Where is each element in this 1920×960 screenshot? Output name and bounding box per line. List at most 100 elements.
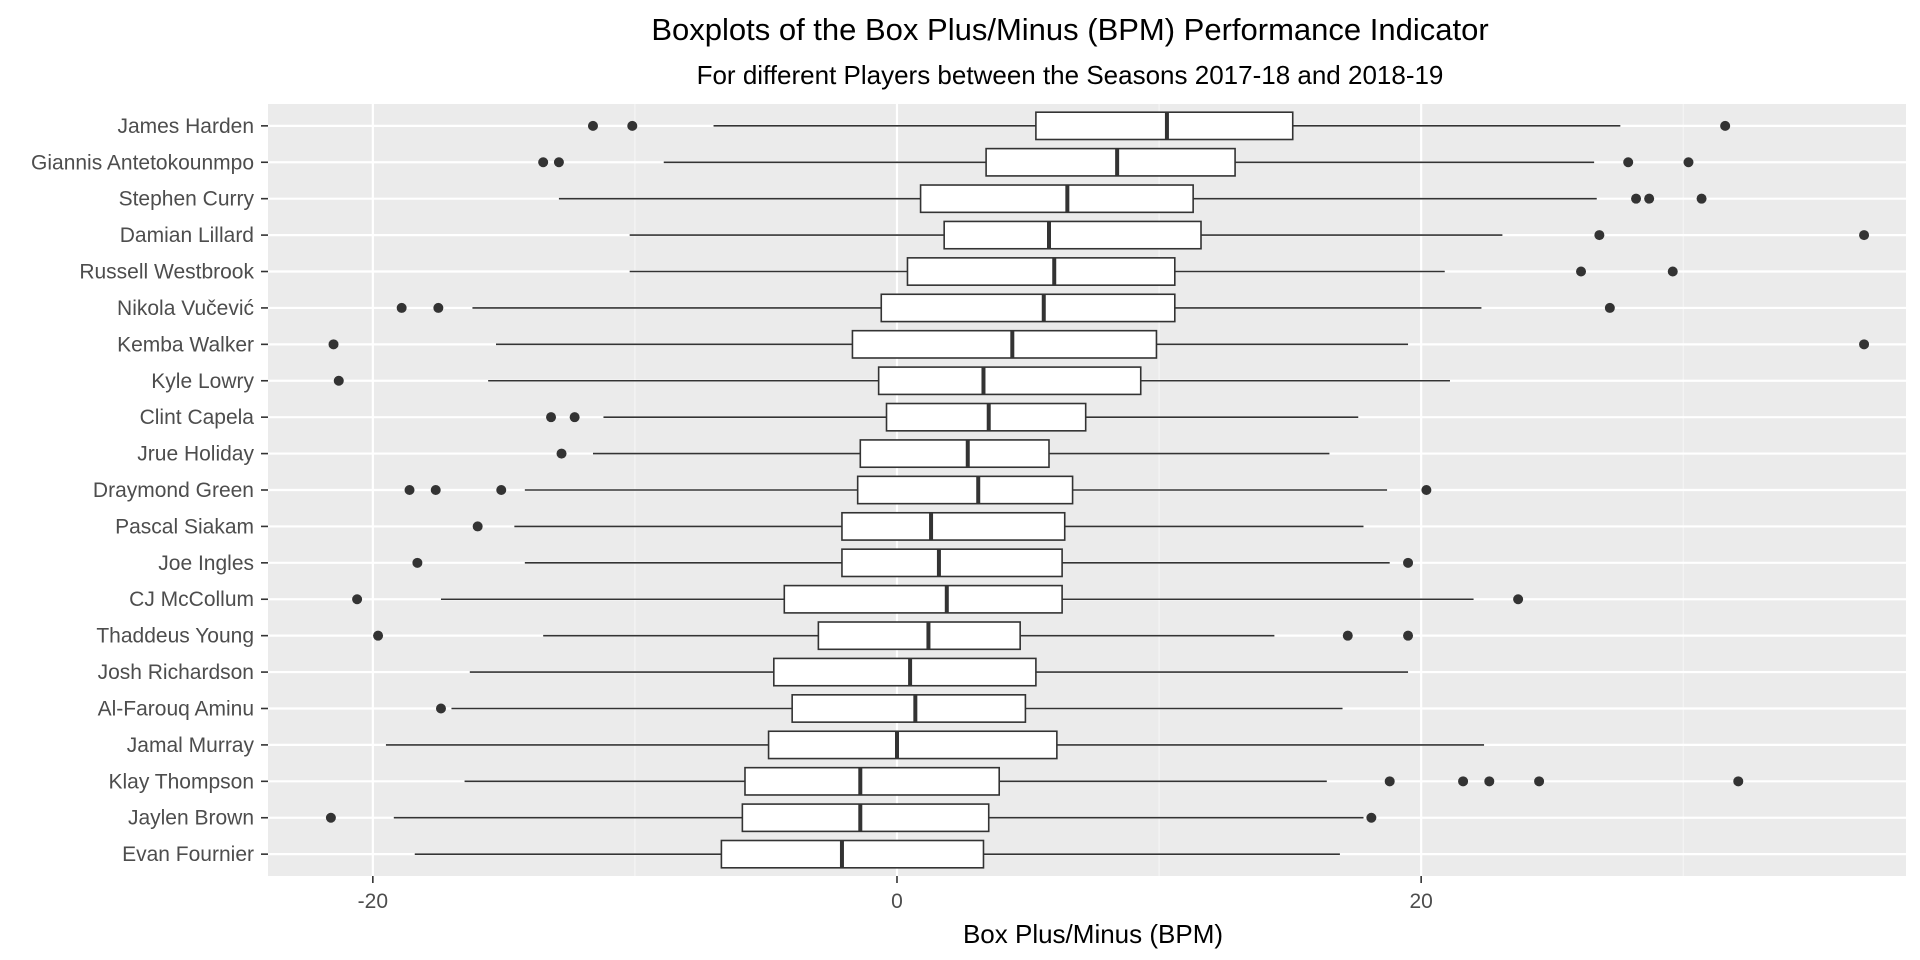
chart-subtitle: For different Players between the Season…	[697, 60, 1444, 90]
box-cj-mccollum	[352, 584, 1524, 614]
box-iqr	[859, 439, 1050, 469]
box-kemba-walker	[328, 329, 1870, 359]
outlier-point	[496, 485, 507, 495]
y-tick-label: Nikola Vučević	[117, 297, 254, 320]
box-iqr	[720, 839, 985, 869]
outlier-point	[1623, 157, 1634, 168]
y-tick-label: Al-Farouq Aminu	[98, 697, 254, 720]
box-joe-ingles	[412, 548, 1414, 578]
box-thaddeus-young	[373, 621, 1414, 651]
outlier-point	[1696, 193, 1707, 204]
y-tick-label: CJ McCollum	[129, 588, 254, 611]
box-jaylen-brown	[325, 803, 1377, 833]
outlier-point	[1366, 812, 1377, 823]
outlier-point	[412, 557, 423, 568]
outlier-point	[435, 703, 446, 714]
outlier-point	[1534, 776, 1545, 787]
outlier-point	[1403, 630, 1414, 641]
outlier-point	[1513, 594, 1524, 605]
box-iqr	[791, 694, 1027, 723]
y-tick-label: Jamal Murray	[127, 734, 255, 757]
box-russell-westbrook	[629, 257, 1678, 286]
box-iqr	[919, 184, 1194, 214]
y-tick-label: Klay Thompson	[108, 770, 254, 793]
box-al-farouq-aminu	[435, 694, 1343, 723]
box-iqr	[741, 803, 990, 833]
outlier-point	[1421, 485, 1432, 495]
y-tick-label: Russell Westbrook	[79, 261, 254, 284]
box-iqr	[885, 402, 1087, 432]
outlier-point	[1683, 157, 1694, 168]
y-tick-label: James Harden	[117, 115, 254, 138]
outlier-point	[1667, 266, 1678, 277]
y-tick-label: Draymond Green	[93, 479, 254, 502]
outlier-point	[1384, 776, 1395, 787]
box-james-harden	[587, 111, 1731, 141]
y-tick-label: Giannis Antetokounmpo	[31, 151, 254, 174]
box-iqr	[943, 220, 1202, 250]
y-axis-labels: James Harden Giannis Antetokounmpo Stephen…	[31, 115, 268, 866]
outlier-point	[546, 412, 557, 423]
y-tick-label: Thaddeus Young	[96, 625, 254, 648]
outlier-point	[1484, 776, 1495, 787]
y-tick-label: Joe Ingles	[158, 552, 254, 575]
box-iqr	[744, 766, 1001, 796]
box-iqr	[841, 548, 1063, 578]
box-iqr	[767, 730, 1058, 760]
outlier-point	[538, 157, 549, 168]
x-tick-label: 20	[1409, 890, 1432, 913]
box-stephen-curry	[558, 184, 1707, 214]
outlier-point	[352, 594, 363, 605]
box-evan-fournier	[414, 839, 1340, 869]
x-tick-label: 0	[891, 890, 903, 913]
outlier-point	[333, 375, 344, 386]
outlier-point	[1733, 776, 1744, 787]
outlier-point	[587, 120, 598, 131]
box-clint-capela	[546, 402, 1359, 432]
y-tick-label: Josh Richardson	[98, 661, 254, 684]
box-nikola-vu-evi-	[396, 293, 1615, 323]
outlier-point	[569, 412, 580, 423]
box-josh-richardson	[469, 657, 1409, 687]
outlier-point	[556, 448, 567, 459]
box-giannis-antetokounmpo	[538, 147, 1694, 177]
box-pascal-siakam	[472, 511, 1364, 541]
outlier-point	[325, 812, 336, 823]
outlier-point	[627, 120, 638, 131]
box-iqr	[783, 584, 1063, 614]
y-tick-label: Jaylen Brown	[128, 807, 254, 830]
box-jamal-murray	[385, 730, 1485, 760]
box-iqr	[985, 147, 1236, 177]
box-iqr	[773, 657, 1037, 687]
x-axis-labels: -20 0 20	[358, 876, 1433, 913]
box-iqr	[906, 257, 1176, 286]
y-tick-label: Kemba Walker	[117, 333, 254, 356]
x-tick-label: -20	[358, 890, 388, 913]
outlier-point	[1631, 193, 1642, 204]
outlier-point	[433, 302, 444, 313]
y-tick-label: Damian Lillard	[120, 224, 254, 247]
outlier-point	[1458, 776, 1469, 787]
x-axis-title: Box Plus/Minus (BPM)	[963, 919, 1223, 949]
chart-title: Boxplots of the Box Plus/Minus (BPM) Per…	[651, 12, 1488, 47]
outlier-point	[553, 157, 564, 168]
y-tick-label: Clint Capela	[140, 406, 255, 429]
y-tick-label: Jrue Holiday	[137, 443, 254, 466]
outlier-point	[328, 339, 339, 350]
outlier-point	[1859, 339, 1870, 350]
box-damian-lillard	[629, 220, 1870, 250]
box-kyle-lowry	[333, 366, 1450, 396]
y-tick-label: Stephen Curry	[119, 188, 255, 211]
outlier-point	[1604, 302, 1615, 313]
box-iqr	[856, 475, 1074, 505]
y-tick-label: Pascal Siakam	[115, 515, 254, 538]
y-tick-label: Kyle Lowry	[151, 370, 254, 393]
y-tick-label: Evan Fournier	[122, 843, 254, 866]
outlier-point	[1644, 193, 1655, 204]
outlier-point	[472, 521, 483, 532]
box-iqr	[851, 329, 1158, 359]
box-layer	[325, 111, 1870, 869]
box-iqr	[817, 621, 1021, 651]
box-iqr	[841, 511, 1066, 541]
